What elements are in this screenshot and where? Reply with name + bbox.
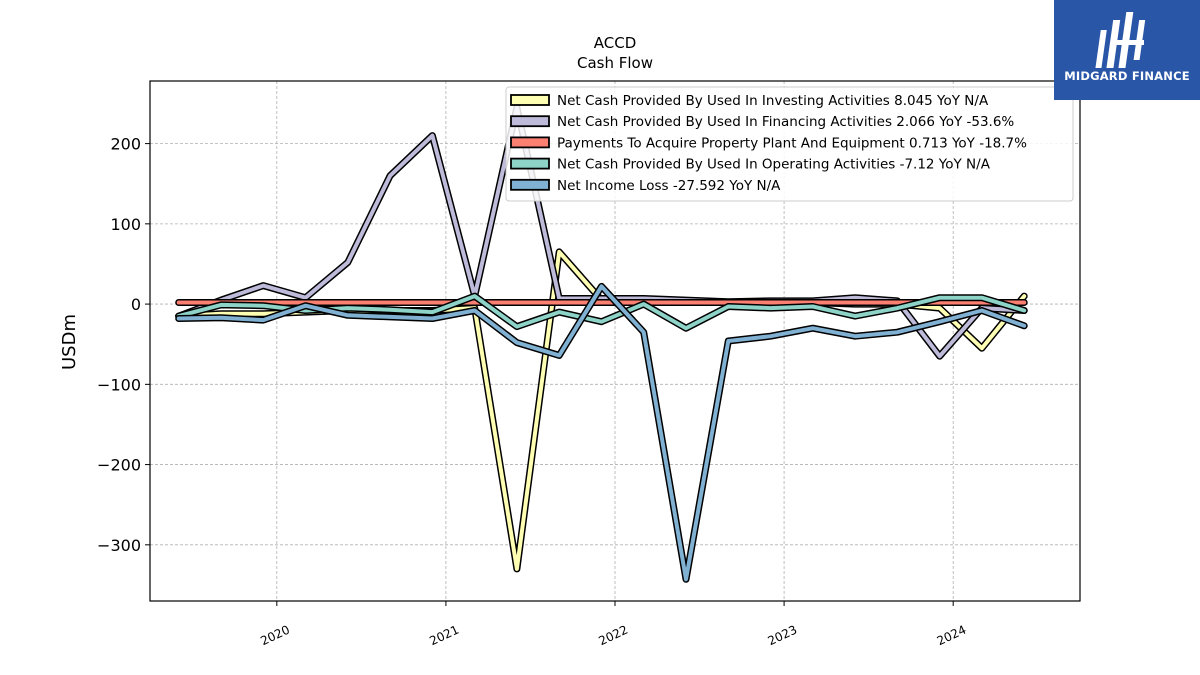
legend-box <box>505 86 1074 202</box>
x-tick-label: 2024 <box>935 623 969 649</box>
series-lines <box>175 104 1028 583</box>
series-line <box>176 284 1027 582</box>
legend[interactable]: Net Cash Provided By Used In Investing A… <box>505 86 1074 202</box>
legend-swatch <box>510 115 550 128</box>
legend-label: Net Cash Provided By Used In Investing A… <box>557 93 989 109</box>
chart-title: ACCD <box>594 34 637 52</box>
legend-label: Net Income Loss -27.592 YoY N/A <box>557 178 781 194</box>
y-tick-label: 100 <box>110 215 141 234</box>
logo-text: MIDGARD FINANCE <box>1064 69 1190 83</box>
y-axis-label: USDm <box>59 314 80 370</box>
x-tick-label: 2023 <box>766 623 800 649</box>
legend-swatch <box>510 136 550 149</box>
legend-swatch <box>510 157 550 170</box>
y-tick-label: −300 <box>97 536 141 555</box>
brand-logo: MIDGARD FINANCE <box>1054 0 1200 100</box>
y-tick-label: −200 <box>97 456 141 475</box>
y-tick-label: −100 <box>97 375 141 394</box>
legend-label: Net Cash Provided By Used In Financing A… <box>557 114 1014 130</box>
y-tick-label: 200 <box>110 135 141 154</box>
legend-label: Net Cash Provided By Used In Operating A… <box>557 157 991 173</box>
y-tick-label: 0 <box>131 295 141 314</box>
legend-swatch <box>510 178 550 191</box>
legend-swatch <box>510 94 550 106</box>
axis-ticks: −300 −200 −100 0 100 200 2020 2021 2022 2023 2024 <box>97 135 968 649</box>
x-tick-label: 2020 <box>258 623 292 649</box>
chart-subtitle: Cash Flow <box>577 54 653 72</box>
x-tick-label: 2022 <box>597 623 631 649</box>
logo-mark-icon <box>1095 12 1146 68</box>
x-tick-label: 2021 <box>427 623 461 649</box>
legend-label: Payments To Acquire Property Plant And E… <box>557 135 1027 151</box>
